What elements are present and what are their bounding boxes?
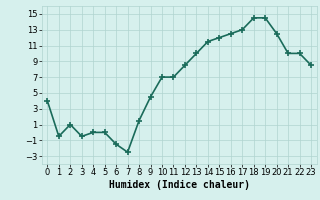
X-axis label: Humidex (Indice chaleur): Humidex (Indice chaleur) <box>109 180 250 190</box>
